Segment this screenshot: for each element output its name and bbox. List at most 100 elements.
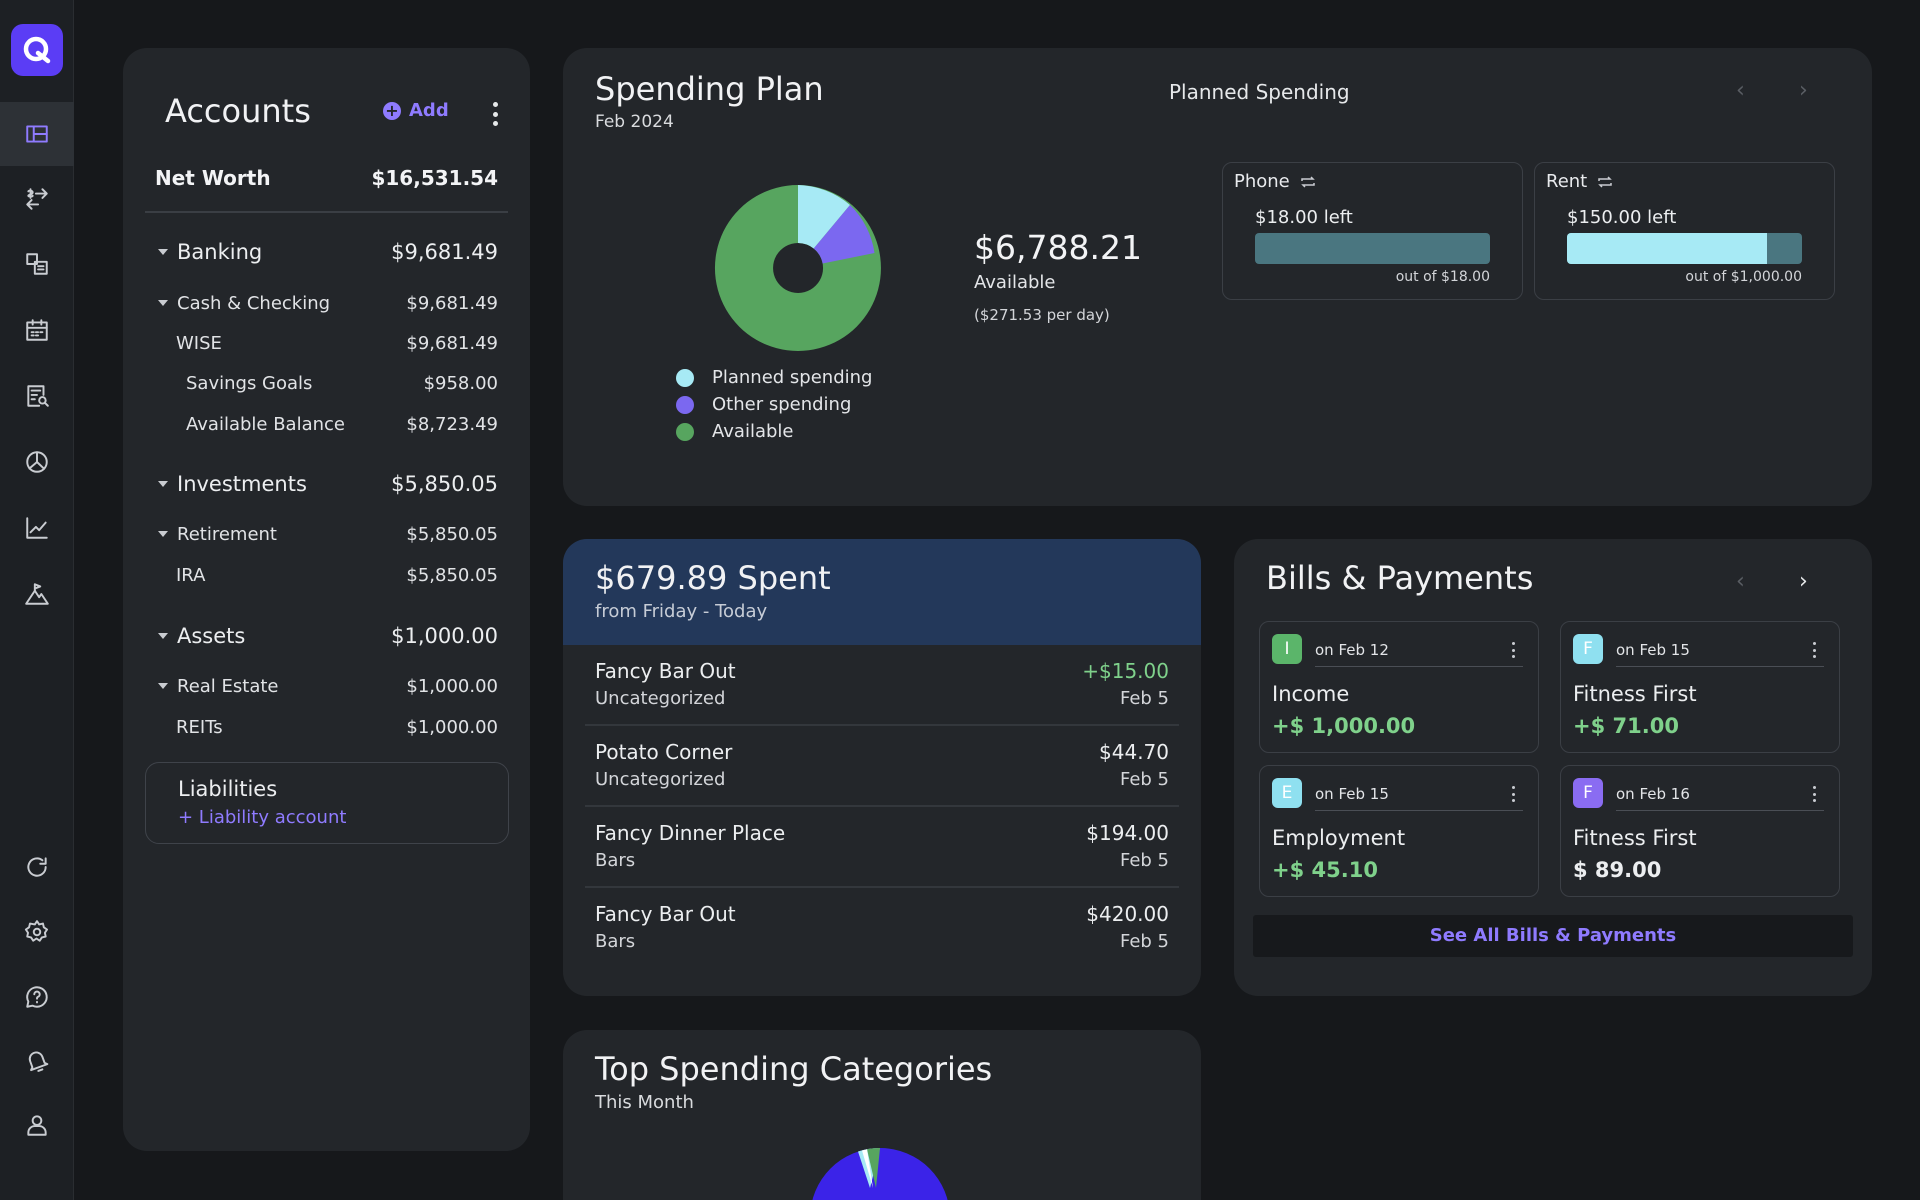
bill-amount: +$ 45.10 (1272, 858, 1378, 882)
chevron-left-icon[interactable]: ‹ (1736, 569, 1745, 594)
nav-transactions[interactable] (0, 167, 74, 231)
transaction-row[interactable]: Fancy Bar Out Uncategorized +$15.00 Feb … (585, 645, 1179, 726)
budget-progress-fill (1567, 233, 1767, 264)
nav-reports[interactable] (0, 364, 74, 428)
account-subgroup-cash-checking[interactable]: Cash & Checking $9,681.49 (123, 293, 530, 314)
nav-notifications[interactable] (0, 1029, 74, 1093)
nav-calendar[interactable] (0, 298, 74, 362)
bill-card-employment[interactable]: E on Feb 15 Employment +$ 45.10 (1259, 765, 1539, 897)
nav-profile[interactable] (0, 1093, 74, 1157)
kebab-menu-icon[interactable] (1512, 786, 1516, 802)
add-liability-link[interactable]: + Liability account (178, 807, 347, 828)
bills-payments-card: Bills & Payments ‹ › I on Feb 12 Income … (1234, 539, 1872, 996)
transaction-date: Feb 5 (1119, 769, 1169, 790)
spending-plan-card: Spending Plan Feb 2024 Planned Spending … (563, 48, 1872, 506)
nav-rail (0, 0, 74, 1200)
legend-dot-icon (676, 395, 694, 414)
bill-card-income[interactable]: I on Feb 12 Income +$ 1,000.00 (1259, 621, 1539, 753)
nav-settings[interactable] (0, 900, 74, 964)
nav-spending-plan[interactable] (0, 430, 74, 494)
see-all-bills-button[interactable]: See All Bills & Payments (1253, 915, 1853, 957)
account-subgroup-value: $5,850.05 (406, 524, 498, 545)
caret-down-icon[interactable] (158, 480, 168, 487)
accounts-more-button[interactable] (485, 100, 505, 128)
bill-amount: +$ 1,000.00 (1272, 714, 1416, 738)
chevron-right-icon[interactable]: › (1799, 569, 1808, 594)
transaction-row[interactable]: Potato Corner Uncategorized $44.70 Feb 5 (585, 726, 1179, 807)
reports-search-icon (27, 385, 49, 407)
payee-avatar: F (1573, 634, 1603, 664)
caret-down-icon[interactable] (158, 248, 168, 255)
net-worth-label: Net Worth (155, 166, 271, 190)
calendar-icon (26, 319, 48, 341)
available-amount: $6,788.21 (974, 228, 1142, 267)
nav-refresh[interactable] (0, 835, 74, 899)
refresh-icon (27, 857, 47, 877)
legend-item-available: Available (676, 418, 872, 445)
nav-bills[interactable] (0, 232, 74, 296)
nav-help[interactable] (0, 965, 74, 1029)
top-categories-period: This Month (595, 1092, 694, 1113)
help-icon (26, 986, 48, 1008)
transaction-amount: $44.70 (1099, 740, 1169, 764)
donut-segment-other (813, 205, 875, 264)
kebab-menu-icon (492, 102, 498, 107)
budget-rent[interactable]: Rent $150.00 left out of $1,000.00 (1534, 162, 1835, 300)
caret-down-icon[interactable] (158, 530, 168, 537)
bills-title: Bills & Payments (1266, 559, 1534, 597)
account-group-label: Assets (177, 624, 246, 648)
bill-card-fitness-first-2[interactable]: F on Feb 16 Fitness First $ 89.00 (1560, 765, 1840, 897)
transaction-date: Feb 5 (1119, 931, 1169, 952)
transaction-row[interactable]: Fancy Dinner Place Bars $194.00 Feb 5 (585, 807, 1179, 888)
bill-payee: Income (1272, 682, 1350, 706)
bill-divider (1616, 666, 1824, 667)
recurring-icon (1598, 175, 1613, 188)
account-subgroup-retirement[interactable]: Retirement $5,850.05 (123, 524, 530, 545)
account-group-banking[interactable]: Banking $9,681.49 (123, 240, 530, 264)
add-account-button[interactable]: + Add (383, 100, 449, 121)
nav-investments[interactable] (0, 496, 74, 560)
spending-donut-chart (714, 185, 881, 351)
nav-dashboard[interactable] (0, 102, 74, 166)
account-value: $1,000.00 (406, 717, 498, 738)
account-value: $958.00 (423, 373, 498, 394)
kebab-menu-icon[interactable] (1813, 642, 1817, 658)
account-wise[interactable]: WISE $9,681.49 (123, 333, 530, 354)
account-group-assets[interactable]: Assets $1,000.00 (123, 624, 530, 648)
account-savings-goals[interactable]: Savings Goals $958.00 (123, 373, 530, 394)
transaction-category: Uncategorized (595, 688, 726, 709)
transaction-row[interactable]: Fancy Bar Out Bars $420.00 Feb 5 (585, 888, 1179, 969)
caret-down-icon[interactable] (158, 632, 168, 639)
caret-down-icon[interactable] (158, 682, 168, 689)
bill-card-fitness-first[interactable]: F on Feb 15 Fitness First +$ 71.00 (1560, 621, 1840, 753)
recurring-icon (1300, 175, 1315, 188)
budget-left: $150.00 left (1567, 207, 1677, 228)
kebab-menu-icon[interactable] (1813, 786, 1817, 802)
budget-out-of: out of $1,000.00 (1685, 269, 1802, 285)
app-logo[interactable] (11, 24, 63, 76)
kebab-menu-icon[interactable] (1512, 642, 1516, 658)
nav-goals[interactable] (0, 562, 74, 626)
payee-avatar: E (1272, 778, 1302, 808)
bills-icon (26, 253, 48, 275)
account-ira[interactable]: IRA $5,850.05 (123, 565, 530, 586)
bill-due-date: on Feb 15 (1616, 641, 1690, 659)
spent-total: $679.89 Spent (595, 559, 831, 597)
account-reits[interactable]: REITs $1,000.00 (123, 717, 530, 738)
top-categories-donut-chart (812, 1148, 948, 1200)
chevron-left-icon[interactable]: ‹ (1736, 78, 1745, 103)
account-subgroup-real-estate[interactable]: Real Estate $1,000.00 (123, 676, 530, 697)
budget-phone[interactable]: Phone $18.00 left out of $18.00 (1222, 162, 1523, 300)
category-segment (812, 1148, 948, 1200)
budget-progress-bar (1567, 233, 1802, 264)
transaction-amount: $194.00 (1086, 821, 1169, 845)
caret-down-icon[interactable] (158, 299, 168, 306)
account-label: Savings Goals (186, 373, 313, 394)
chevron-right-icon[interactable]: › (1799, 78, 1808, 103)
account-group-investments[interactable]: Investments $5,850.05 (123, 472, 530, 496)
account-available-balance[interactable]: Available Balance $8,723.49 (123, 414, 530, 435)
account-label: WISE (176, 333, 222, 354)
gear-icon (24, 920, 49, 942)
account-group-value: $9,681.49 (391, 240, 498, 264)
payee-avatar: I (1272, 634, 1302, 664)
